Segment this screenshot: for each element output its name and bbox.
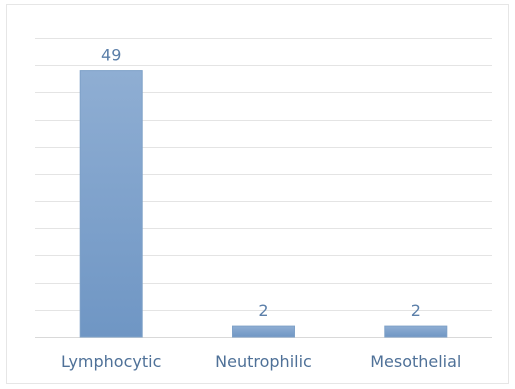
data-label-lymphocytic: 49 — [101, 46, 121, 65]
data-labels: 49 2 2 — [101, 46, 421, 321]
bar-mesothelial — [384, 325, 448, 338]
data-label-neutrophilic: 2 — [258, 301, 268, 320]
bar-lymphocytic — [79, 70, 143, 338]
category-label-neutrophilic: Neutrophilic — [215, 352, 312, 371]
data-label-mesothelial: 2 — [411, 301, 421, 320]
bar-neutrophilic — [232, 325, 295, 338]
category-label-mesothelial: Mesothelial — [370, 352, 461, 371]
category-label-lymphocytic: Lymphocytic — [61, 352, 161, 371]
category-labels: Lymphocytic Neutrophilic Mesothelial — [61, 352, 461, 371]
bars — [79, 70, 448, 338]
